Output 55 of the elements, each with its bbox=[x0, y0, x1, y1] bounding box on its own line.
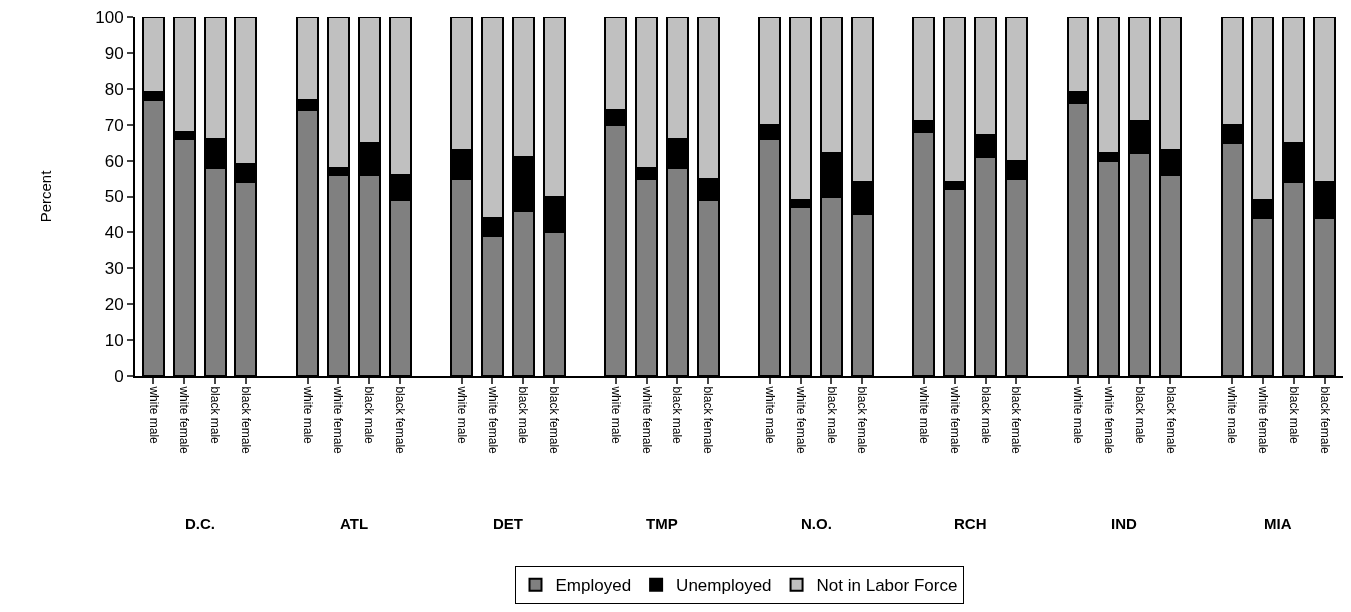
y-tick-label: 0 bbox=[114, 366, 124, 386]
x-tick-label: white male bbox=[300, 385, 315, 445]
y-tick-label: 40 bbox=[104, 223, 124, 243]
text: DET bbox=[493, 515, 523, 532]
legend-label: Not in Labor Force bbox=[816, 576, 958, 596]
text: RCH bbox=[954, 515, 987, 532]
text: MIA bbox=[1264, 515, 1292, 532]
x-tick-label: white female bbox=[485, 385, 500, 455]
x-tick-label: black male bbox=[516, 386, 531, 445]
y-tick-label: 50 bbox=[104, 187, 124, 207]
x-tick-label: black female bbox=[239, 386, 254, 455]
x-tick-label: black male bbox=[1286, 386, 1301, 445]
y-tick-label: 10 bbox=[104, 331, 124, 351]
text: D.C. bbox=[185, 515, 215, 532]
x-tick-label: black female bbox=[855, 386, 870, 455]
y-tick-label: 90 bbox=[104, 43, 124, 63]
x-tick-label: black male bbox=[208, 386, 223, 445]
y-tick-label: 100 bbox=[95, 7, 124, 27]
y-tick-label: 30 bbox=[104, 259, 124, 279]
x-tick-label: black female bbox=[547, 386, 562, 455]
y-axis-title: Percent bbox=[36, 169, 54, 223]
x-tick-label: black male bbox=[824, 386, 839, 445]
text: N.O. bbox=[801, 515, 832, 532]
x-tick-label: black male bbox=[362, 386, 377, 445]
x-tick-label: white male bbox=[1071, 385, 1086, 445]
x-tick-label: white female bbox=[177, 385, 192, 455]
x-tick-label: black male bbox=[978, 386, 993, 445]
y-tick-label: 70 bbox=[104, 115, 124, 135]
x-tick-label: white female bbox=[1101, 385, 1116, 455]
x-tick-label: white female bbox=[639, 385, 654, 455]
y-tick-label: 20 bbox=[104, 295, 124, 315]
y-tick-label: 80 bbox=[104, 79, 124, 99]
x-tick-label: white female bbox=[793, 385, 808, 455]
y-tick-label: 60 bbox=[104, 151, 124, 171]
x-tick-label: black female bbox=[701, 386, 716, 455]
x-tick-label: black female bbox=[1317, 386, 1332, 455]
text: ATL bbox=[340, 515, 369, 532]
x-tick-label: white female bbox=[947, 385, 962, 455]
text: TMP bbox=[646, 515, 678, 532]
x-tick-label: white female bbox=[331, 385, 346, 455]
x-tick-label: black female bbox=[1009, 386, 1024, 455]
x-tick-label: white male bbox=[917, 385, 931, 445]
x-tick-label: black female bbox=[1163, 386, 1178, 455]
text: IND bbox=[1111, 515, 1137, 532]
x-tick-label: black male bbox=[1132, 386, 1147, 445]
x-tick-label: white male bbox=[146, 385, 161, 445]
x-tick-label: white female bbox=[1255, 385, 1270, 455]
x-tick-label: black female bbox=[393, 386, 408, 455]
x-tick-label: white male bbox=[1225, 385, 1240, 445]
legend-label: Employed bbox=[555, 576, 632, 596]
x-tick-label: white male bbox=[454, 385, 469, 445]
legend-label: Unemployed bbox=[676, 576, 772, 596]
x-tick-label: black male bbox=[670, 386, 685, 445]
x-tick-label: white male bbox=[608, 385, 623, 445]
x-tick-label: white male bbox=[762, 385, 777, 445]
